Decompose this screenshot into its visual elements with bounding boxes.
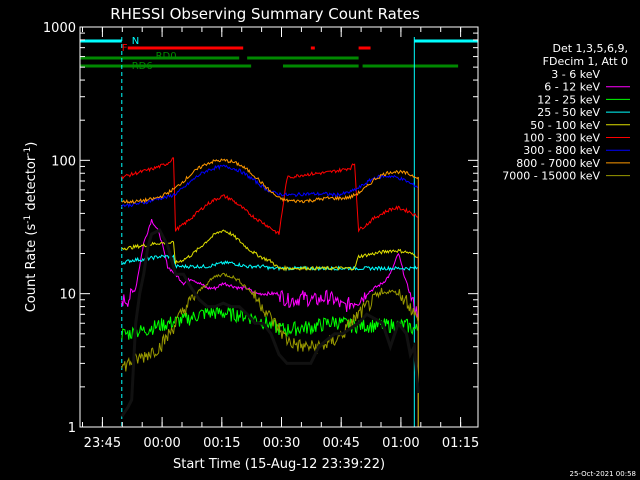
series-layer: [120, 157, 420, 427]
x-tick-label: 23:45: [84, 436, 121, 451]
x-tick-label: 01:00: [382, 436, 419, 451]
legend-header-line-2: FDecim 1, Att 0: [543, 55, 628, 68]
x-tick-label: 00:30: [263, 436, 300, 451]
plot-frame: [79, 26, 479, 428]
footer-date: 25-Oct-2021 00:58: [570, 470, 636, 478]
legend-label: 100 - 300 keV: [523, 132, 600, 145]
y-axis: 1 10 100 1000: [43, 21, 478, 436]
y-label-part-1: Count Rate (s: [24, 224, 39, 313]
legend-header-line-1: Det 1,3,5,6,9,: [552, 42, 628, 55]
x-tick-label: 00:45: [322, 436, 359, 451]
x-axis-label: Start Time (15-Aug-12 23:39:22): [173, 457, 385, 472]
legend-label: 12 - 25 keV: [537, 93, 600, 106]
legend-label: 7000 - 15000 keV: [502, 170, 600, 183]
legend: Det 1,3,5,6,9, FDecim 1, Att 0 3 - 6 keV…: [502, 42, 630, 183]
series-line-4: [121, 229, 419, 272]
flag-label-n: N: [132, 36, 139, 47]
y-label-superscript-2: -1: [23, 147, 33, 156]
legend-label: 300 - 800 keV: [523, 144, 600, 157]
y-tick-label: 1: [68, 421, 76, 436]
flag-label-rd0: RD0: [156, 51, 177, 62]
y-label-superscript-1: -1: [23, 215, 33, 224]
y-tick-label: 10: [59, 288, 76, 303]
chart-title: RHESSI Observing Summary Count Rates: [110, 5, 420, 23]
legend-label: 800 - 7000 keV: [516, 157, 600, 170]
series-line-1: [121, 218, 419, 319]
x-tick-label: 00:15: [203, 436, 240, 451]
flag-label-f: F: [122, 43, 128, 54]
x-axis: 23:45 00:00 00:15 00:30 00:45 01:00 01:15: [82, 27, 479, 451]
legend-label: 25 - 50 keV: [537, 106, 600, 119]
series-line-5: [121, 157, 419, 235]
y-label-part-3: ): [24, 142, 39, 147]
legend-label: 3 - 6 keV: [551, 68, 600, 81]
y-tick-label: 1000: [43, 21, 76, 36]
y-axis-label: Count Rate (s-1 detector-1): [23, 142, 39, 313]
y-label-part-2: detector: [24, 155, 39, 215]
series-line-black-shadow: [120, 228, 420, 418]
series-line-7: [121, 158, 419, 204]
series-line-8: [121, 272, 419, 372]
x-tick-label: 01:15: [442, 436, 479, 451]
flag-label-rd6: RD6: [132, 61, 153, 72]
x-tick-label: 00:00: [143, 436, 180, 451]
series-line-2: [121, 305, 419, 340]
y-tick-label: 100: [51, 154, 76, 169]
legend-label: 6 - 12 keV: [544, 81, 600, 94]
legend-label: 50 - 100 keV: [530, 119, 600, 132]
